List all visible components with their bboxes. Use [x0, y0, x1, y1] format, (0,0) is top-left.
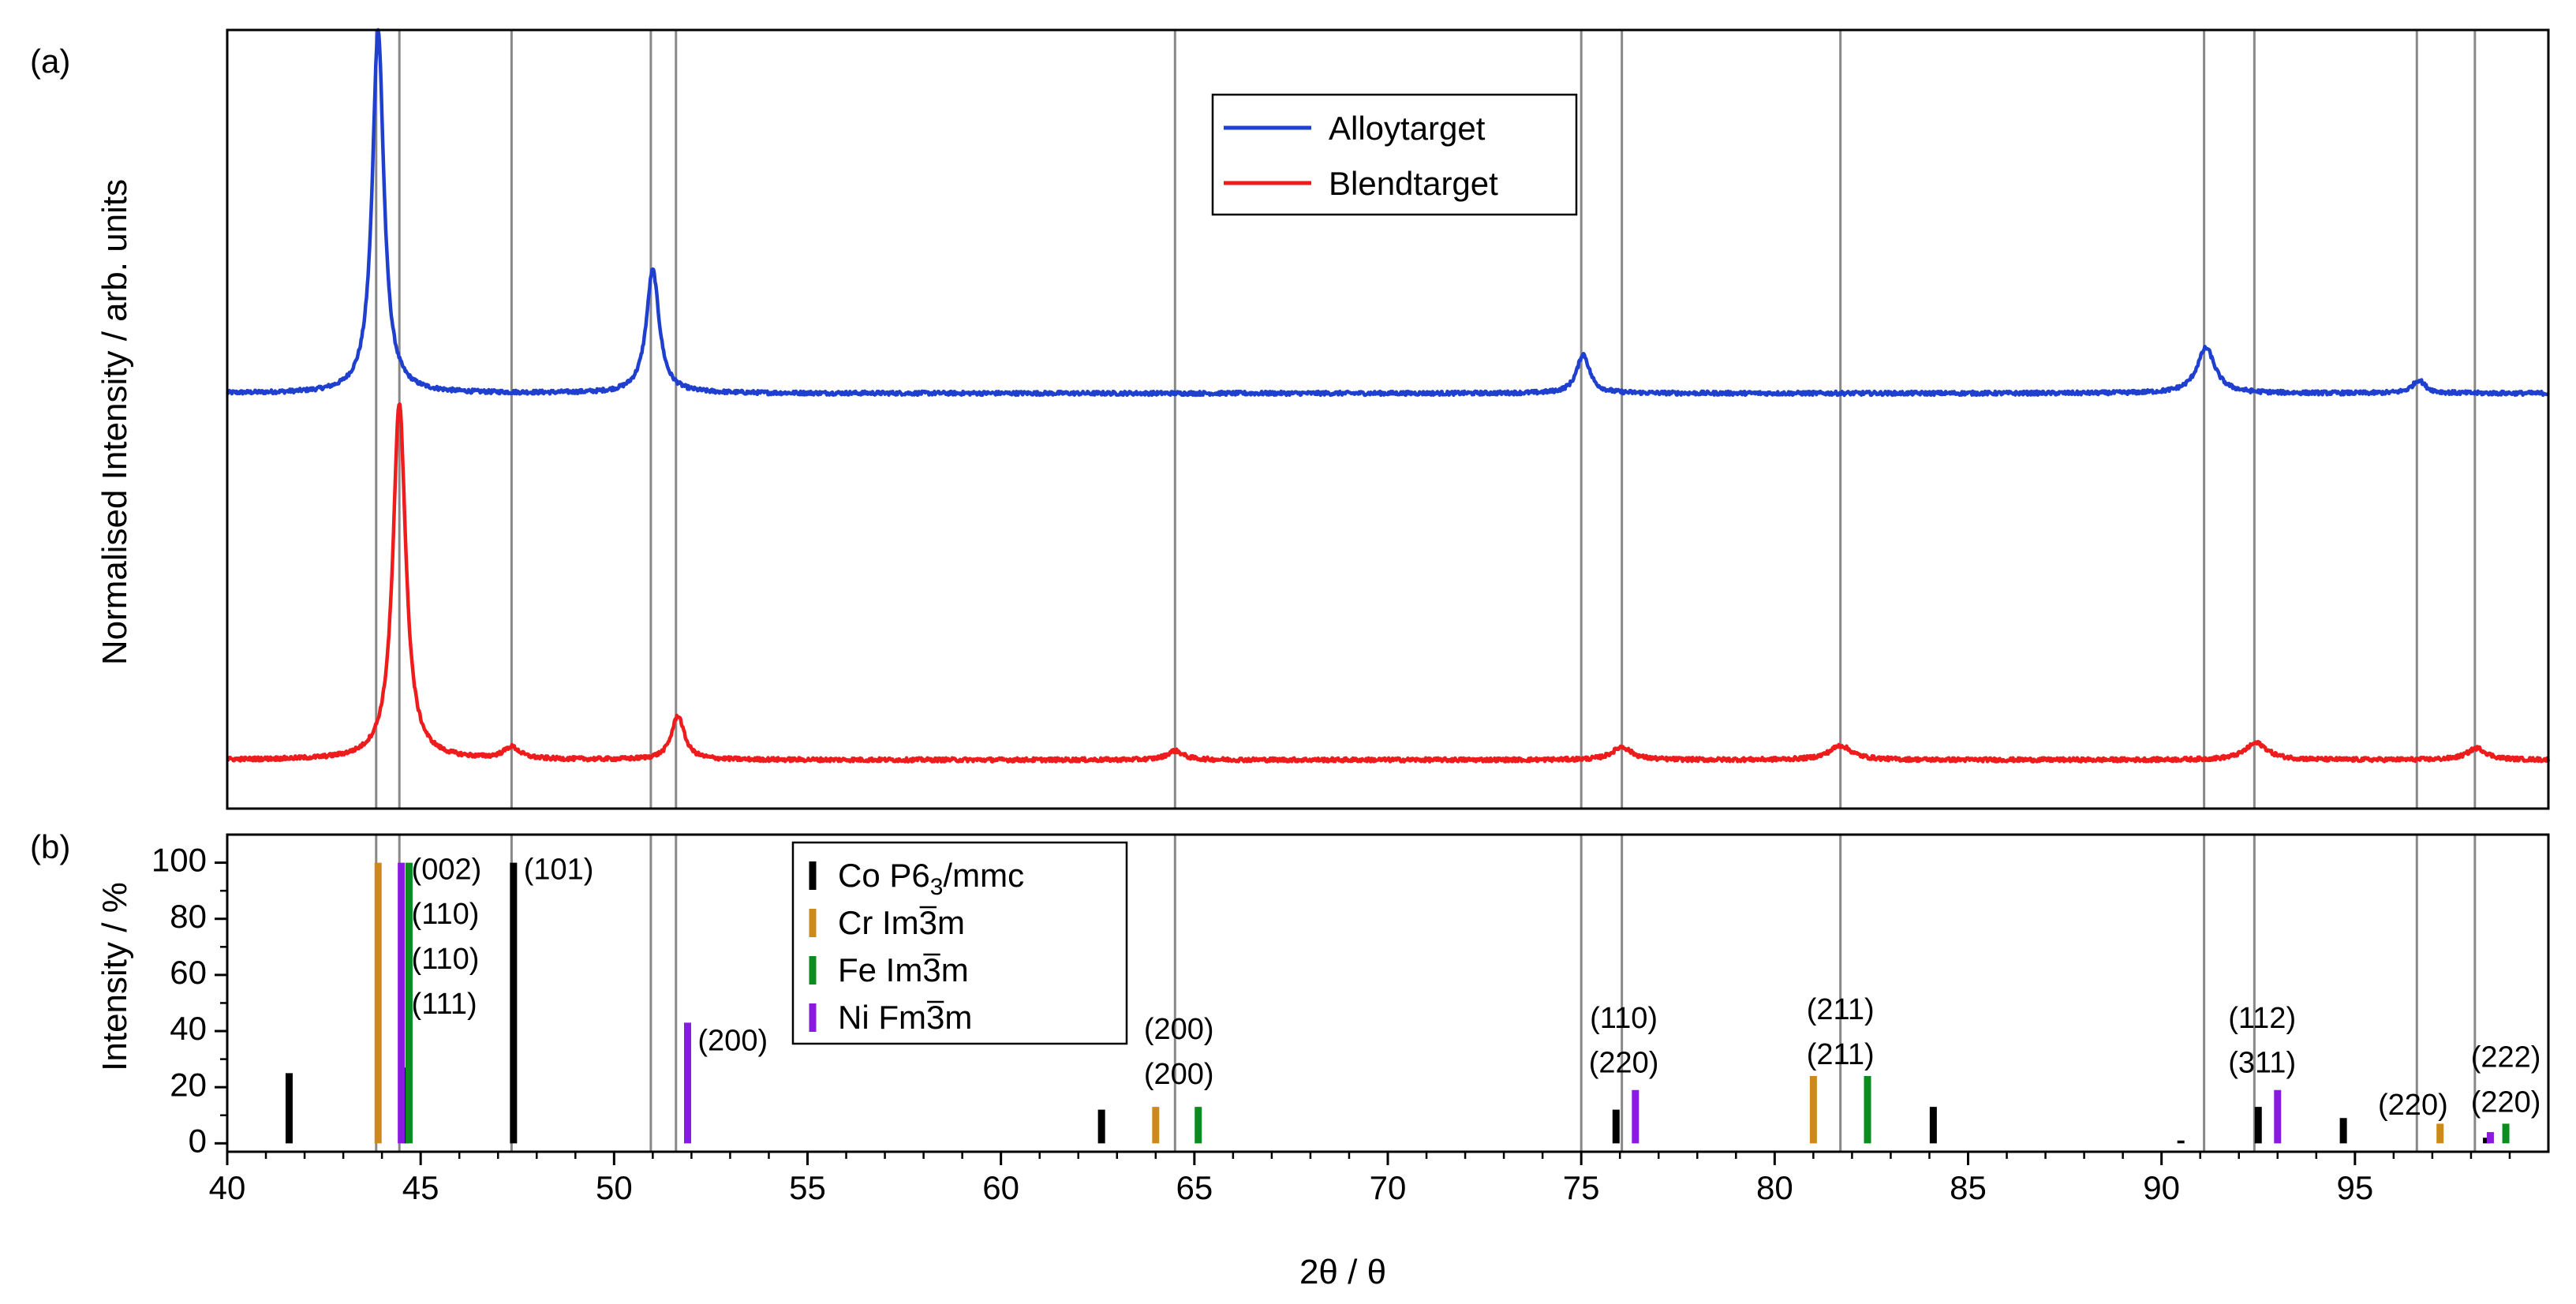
x-tick-label-45: 45	[402, 1169, 439, 1206]
hkl-label-10: (211)	[1807, 993, 1875, 1026]
panel-b-annotations: (002) (110) (110) (111) (101) (200) (200) (200)…	[412, 853, 2541, 1122]
x-axis-title: 2θ / θ	[1299, 1253, 1386, 1291]
legend-b-label-co: Co P63/mmc	[838, 857, 1024, 900]
hkl-label-12: (112)	[2228, 1002, 2296, 1035]
x-tick-label-90: 90	[2143, 1169, 2180, 1206]
series-line-alloytarget	[226, 28, 2550, 398]
y-tick-label-20: 20	[170, 1066, 207, 1103]
legend-a-box	[1211, 93, 1578, 216]
panel-a: Alloytarget Blendtarget	[226, 28, 2551, 810]
panel-a-legend: Alloytarget Blendtarget	[1211, 93, 1578, 216]
hkl-label-5: (200)	[697, 1024, 768, 1057]
hkl-label-2: (110)	[412, 943, 480, 976]
panel-a-ylabel: Normalised Intensity / arb. units	[95, 179, 134, 665]
y-tick-label-0: 0	[189, 1122, 207, 1159]
x-tick-label-65: 65	[1176, 1169, 1213, 1206]
hkl-label-11: (211)	[1807, 1038, 1875, 1071]
hkl-label-9: (220)	[1589, 1047, 1659, 1080]
panel-a-label: (a)	[30, 43, 70, 80]
panel-b-ylabel: Intensity / %	[95, 882, 134, 1071]
hkl-label-13: (311)	[2228, 1047, 2296, 1080]
x-tick-label-95: 95	[2336, 1169, 2373, 1206]
panel-b-x-axis: 40 45 50 55 60 65 70 75 80 85 90 95	[209, 1152, 2511, 1206]
legend-a-label-blendtarget: Blendtarget	[1329, 165, 1498, 202]
legend-b-label-ni: Ni Fm3m	[838, 999, 972, 1036]
hkl-label-0: (002)	[412, 853, 482, 886]
x-tick-label-40: 40	[209, 1169, 246, 1206]
x-tick-label-75: 75	[1563, 1169, 1600, 1206]
panel-b-sticks	[285, 862, 2510, 1144]
y-tick-label-40: 40	[170, 1010, 207, 1047]
y-tick-label-60: 60	[170, 954, 207, 991]
legend-a-label-alloytarget: Alloytarget	[1329, 110, 1486, 147]
panel-b-y-axis: 0 20 40 60 80 100	[151, 842, 227, 1159]
x-tick-label-70: 70	[1370, 1169, 1407, 1206]
panel-b-label: (b)	[30, 828, 70, 865]
panel-a-series	[226, 28, 2551, 764]
legend-b-overbars	[919, 906, 944, 1003]
y-tick-label-100: 100	[151, 842, 207, 879]
hkl-label-3: (111)	[412, 988, 477, 1021]
hkl-label-16: (220)	[2471, 1086, 2541, 1119]
hkl-label-8: (110)	[1590, 1002, 1658, 1035]
hkl-label-14: (220)	[2378, 1089, 2448, 1122]
x-tick-label-50: 50	[596, 1169, 633, 1206]
x-tick-label-85: 85	[1950, 1169, 1987, 1206]
y-tick-label-80: 80	[170, 898, 207, 935]
x-tick-label-60: 60	[982, 1169, 1019, 1206]
panel-b-legend: Co P63/mmc Cr Im3m Fe Im3m Ni Fm3m	[791, 841, 1128, 1045]
hkl-label-15: (222)	[2471, 1041, 2541, 1074]
panel-b: (002) (110) (110) (111) (101) (200) (200) (200)…	[151, 833, 2550, 1206]
hkl-label-7: (200)	[1144, 1058, 1214, 1091]
hkl-label-4: (101)	[524, 853, 594, 886]
legend-b-label-cr: Cr Im3m	[838, 904, 965, 941]
series-line-blendtarget	[226, 402, 2551, 764]
legend-b-box	[791, 841, 1128, 1045]
panel-a-frame	[226, 28, 2550, 810]
hkl-label-6: (200)	[1144, 1013, 1214, 1046]
legend-b-label-fe: Fe Im3m	[838, 951, 969, 988]
hkl-label-1: (110)	[412, 898, 480, 931]
x-tick-label-80: 80	[1756, 1169, 1793, 1206]
panel-a-reference-lines	[375, 31, 2477, 808]
x-tick-label-55: 55	[789, 1169, 826, 1206]
